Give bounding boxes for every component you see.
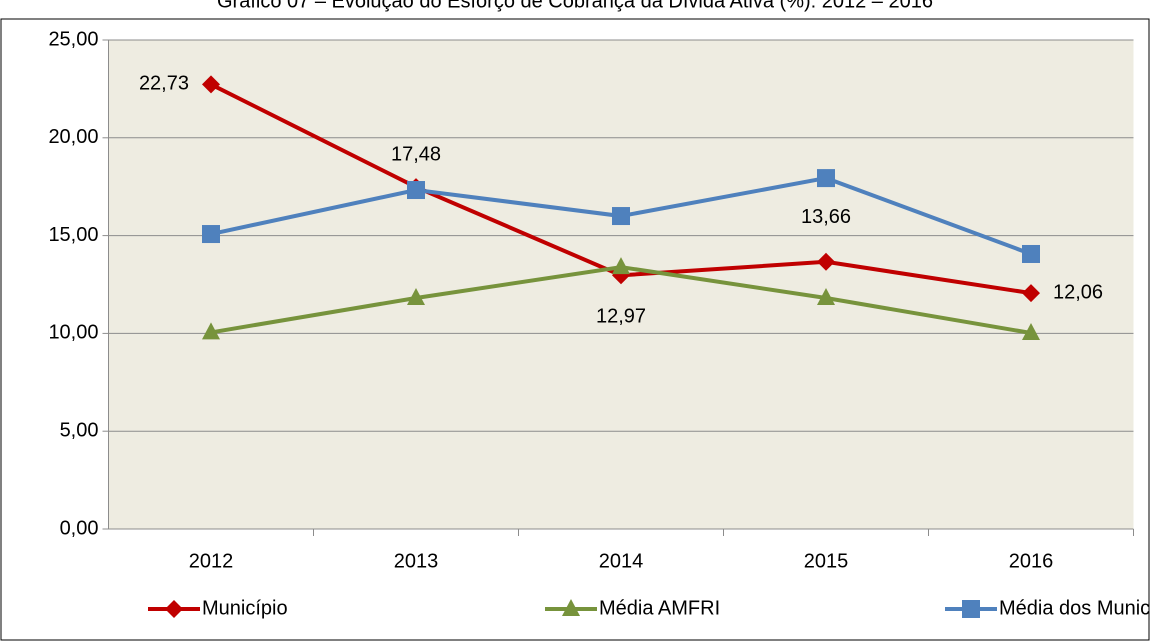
marker bbox=[562, 599, 580, 616]
legend-label: Município bbox=[202, 597, 288, 619]
x-tick-label: 2013 bbox=[394, 550, 439, 572]
marker bbox=[1022, 244, 1040, 263]
marker bbox=[817, 169, 835, 188]
x-tick-label: 2012 bbox=[189, 550, 234, 572]
marker bbox=[817, 287, 835, 305]
marker bbox=[612, 257, 630, 275]
marker bbox=[165, 600, 183, 618]
y-tick-label: 0,00 bbox=[60, 517, 99, 539]
data-label: 22,73 bbox=[139, 73, 189, 95]
marker bbox=[202, 225, 220, 244]
data-label: 12,97 bbox=[596, 306, 646, 328]
marker bbox=[202, 322, 220, 340]
marker bbox=[1022, 284, 1040, 303]
x-tick-label: 2016 bbox=[1009, 550, 1054, 572]
data-label: 17,48 bbox=[391, 143, 441, 165]
legend-label: Média AMFRI bbox=[599, 597, 720, 619]
chart-title: Gráfico 07 – Evolução do Esforço de Cobr… bbox=[217, 0, 933, 12]
marker bbox=[1022, 323, 1040, 341]
y-tick-label: 20,00 bbox=[48, 126, 98, 148]
data-label: 13,66 bbox=[801, 206, 851, 228]
x-tick-label: 2015 bbox=[804, 550, 849, 572]
legend-label: Média dos Municípios bbox=[999, 597, 1151, 619]
y-tick-label: 15,00 bbox=[48, 224, 98, 246]
y-tick-label: 5,00 bbox=[60, 419, 99, 441]
marker bbox=[612, 207, 630, 226]
marker bbox=[962, 600, 980, 618]
x-tick-label: 2014 bbox=[599, 550, 644, 572]
y-tick-label: 25,00 bbox=[48, 28, 98, 50]
marker bbox=[202, 75, 220, 94]
y-tick-label: 10,00 bbox=[48, 322, 98, 344]
marker bbox=[817, 252, 835, 271]
marker bbox=[407, 287, 425, 305]
marker bbox=[407, 181, 425, 200]
data-label: 12,06 bbox=[1053, 281, 1103, 303]
